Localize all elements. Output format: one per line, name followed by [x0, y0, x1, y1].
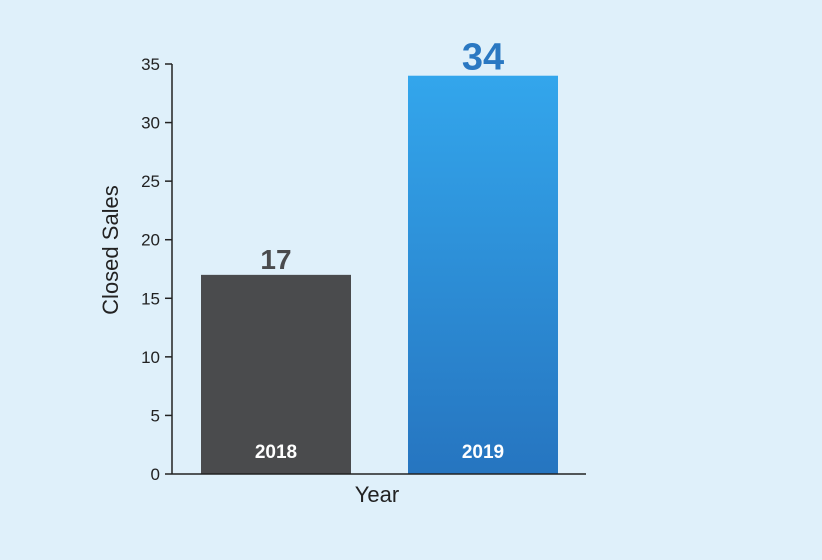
value-label-2019: 34 — [462, 37, 504, 79]
x-axis-title: Year — [355, 482, 399, 507]
y-tick-label: 25 — [141, 172, 160, 191]
y-tick-label: 30 — [141, 114, 160, 133]
y-tick-label: 10 — [141, 348, 160, 367]
y-tick-label: 35 — [141, 55, 160, 74]
bars: 17 2018 34 2019 — [201, 37, 558, 474]
y-tick-label: 20 — [141, 231, 160, 250]
y-axis-ticks: 0 5 10 15 20 25 30 35 — [141, 55, 172, 484]
value-label-2018: 17 — [260, 244, 291, 275]
category-label-2019: 2019 — [462, 442, 504, 463]
y-tick-label: 0 — [151, 465, 160, 484]
y-axis-title: Closed Sales — [98, 185, 123, 315]
y-tick-label: 15 — [141, 289, 160, 308]
category-label-2018: 2018 — [255, 442, 297, 463]
y-tick-label: 5 — [151, 406, 160, 425]
bar-2018 — [201, 274, 351, 474]
bar-2019 — [408, 75, 558, 474]
